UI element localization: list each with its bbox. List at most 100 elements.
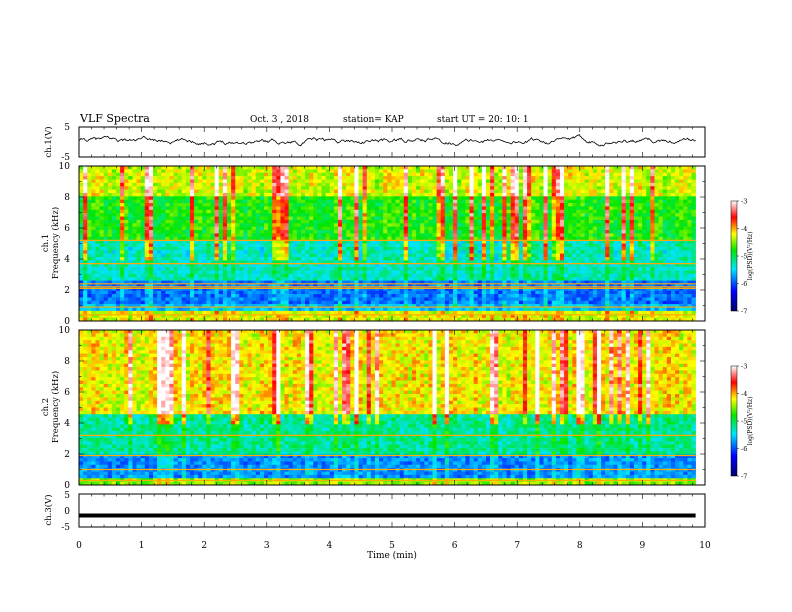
spectrogram-cell <box>613 172 618 177</box>
spectrogram-cell <box>284 206 289 211</box>
spectrogram-cell <box>272 246 277 251</box>
spectrogram-cell <box>399 219 405 224</box>
spectrogram-cell <box>354 176 359 180</box>
spectrogram-cell <box>346 203 351 207</box>
spectrogram-cell <box>263 169 269 174</box>
spectrogram-cell <box>128 253 133 258</box>
spectrogram-cell <box>514 267 520 271</box>
spectrogram-cell <box>465 223 470 227</box>
spectrogram-cell <box>535 216 540 221</box>
spectrogram-cell <box>255 233 261 238</box>
spectrogram-cell <box>366 176 372 180</box>
spectrogram-cell <box>601 169 606 174</box>
spectrogram-cell <box>444 186 450 190</box>
spectrogram-cell <box>391 179 396 184</box>
spectrogram-cell <box>132 169 137 174</box>
spectrogram-cell <box>436 273 442 278</box>
spectrogram-cell <box>177 213 183 217</box>
spectrogram-cell <box>144 260 150 265</box>
spectrogram-cell <box>79 199 84 204</box>
spectrogram-cell <box>691 223 696 227</box>
spectrogram-cell <box>568 253 573 258</box>
spectrogram-cell <box>457 236 462 241</box>
spectrogram-cell <box>485 169 491 174</box>
spectrogram-cell <box>465 203 470 207</box>
spectrogram-cell <box>284 192 289 197</box>
spectrogram-cell <box>276 219 281 224</box>
spectrogram-cell <box>157 182 162 187</box>
spectrogram-cell <box>543 270 548 275</box>
spectrogram-cell <box>469 273 474 278</box>
spectrogram-cell <box>407 267 413 271</box>
spectrogram-cell <box>469 192 474 197</box>
spectrogram-cell <box>411 273 417 278</box>
spectrogram-cell <box>551 199 557 204</box>
spectrogram-cell <box>527 226 532 231</box>
spectrogram-cell <box>613 192 618 197</box>
spectrogram-cell <box>453 186 458 190</box>
spectrogram-cell <box>202 240 207 244</box>
spectrogram-cell <box>321 240 326 244</box>
spectrogram-cell <box>679 260 684 265</box>
spectrogram-cell <box>152 206 158 211</box>
spectrogram-cell <box>358 243 363 248</box>
spectrogram-cell <box>206 172 211 177</box>
spectrogram-cell <box>588 172 594 177</box>
spectrogram-cell <box>564 226 569 231</box>
spectrogram-cell <box>580 273 585 278</box>
spectrogram-cell <box>296 223 302 227</box>
spectrogram-cell <box>596 273 602 278</box>
spectrogram-cell <box>288 216 294 221</box>
spectrogram-cell <box>79 166 84 170</box>
spectrogram-cell <box>128 226 133 231</box>
spectrogram-cell <box>263 250 269 254</box>
spectrogram-cell <box>506 226 511 231</box>
spectrogram-cell <box>157 196 162 200</box>
spectrogram-cell <box>342 253 347 258</box>
spectrogram-cell <box>284 166 289 170</box>
spectrogram-cell <box>173 230 178 234</box>
spectrogram-cell <box>189 169 195 174</box>
spectrogram-cell <box>276 260 281 265</box>
spectrogram-cell <box>580 246 585 251</box>
spectrogram-cell <box>559 226 565 231</box>
spectrogram-cell <box>165 250 170 254</box>
spectrogram-cell <box>95 277 100 281</box>
spectrogram-cell <box>120 253 125 258</box>
spectrogram-cell <box>592 243 598 248</box>
spectrogram-cell <box>588 270 594 275</box>
spectrogram-cell <box>617 253 622 258</box>
spectrogram-cell <box>379 209 384 214</box>
spectrogram-cell <box>111 243 117 248</box>
spectrogram-cell <box>609 192 614 197</box>
spectrogram-cell <box>194 263 199 268</box>
spectrogram-cell <box>272 219 277 224</box>
spectrogram-cell <box>646 166 651 170</box>
spectrogram-cell <box>440 176 446 180</box>
spectrogram-cell <box>346 216 351 221</box>
spectrogram-cell <box>625 166 631 170</box>
spectrogram-cell <box>403 236 409 241</box>
spectrogram-cell <box>263 176 269 180</box>
spectrogram-cell <box>268 176 273 180</box>
spectrogram-cell <box>416 179 421 184</box>
spectrogram-cell <box>181 233 187 238</box>
spectrogram-cell <box>280 226 285 231</box>
spectrogram-cell <box>206 253 211 258</box>
spectrogram-cell <box>272 196 277 200</box>
spectrogram-cell <box>559 203 565 207</box>
spectrogram-cell <box>325 189 331 194</box>
spectrogram-cell <box>329 176 335 180</box>
spectrogram-cell <box>436 192 442 197</box>
spectrogram-cell <box>498 213 503 217</box>
spectrogram-cell <box>157 199 162 204</box>
spectrogram-cell <box>321 209 326 214</box>
spectrogram-cell <box>621 213 627 217</box>
spectrogram-cell <box>305 263 310 268</box>
spectrogram-cell <box>111 263 117 268</box>
spectrogram-cell <box>584 179 590 184</box>
spectrogram-cell <box>395 192 400 197</box>
spectrogram-cell <box>218 216 224 221</box>
spectrogram-cell <box>453 209 458 214</box>
spectrogram-cell <box>329 179 335 184</box>
